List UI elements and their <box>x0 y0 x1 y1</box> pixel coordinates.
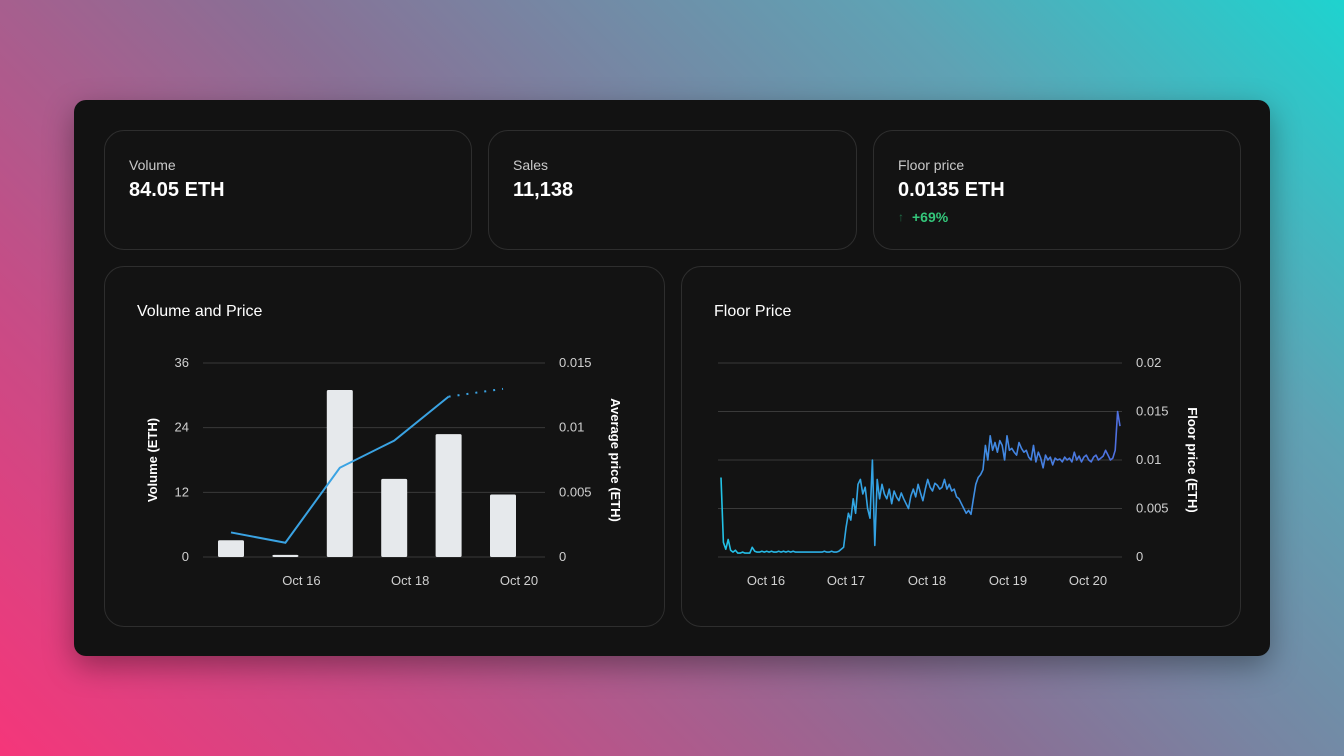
arrow-up-icon: ↑ <box>898 210 904 224</box>
x-tick-label: Oct 20 <box>1069 573 1107 588</box>
volume-bar <box>490 494 516 557</box>
y-tick-label: 0.02 <box>1136 355 1161 370</box>
dashboard-panel: Volume 84.05 ETH Sales 11,138 Floor pric… <box>74 100 1270 656</box>
y-tick-label: 36 <box>175 355 189 370</box>
floor-price-value: 0.0135 ETH <box>898 179 1005 201</box>
sales-label: Sales <box>513 157 549 173</box>
floor-price-chart-card: Floor Price 0 0.005 0.01 0.015 0.02 Oct 16 Oct… <box>681 266 1241 627</box>
y2-tick-label: 0.015 <box>559 355 592 370</box>
y2-tick-label: 0.005 <box>559 484 592 499</box>
y-tick-label: 24 <box>175 420 189 435</box>
sales-value: 11,138 <box>513 179 574 201</box>
y2-tick-label: 0.01 <box>559 420 584 435</box>
volume-bar <box>272 554 299 557</box>
x-tick-label: Oct 20 <box>500 573 538 588</box>
y-axis-label: Floor price (ETH) <box>1185 407 1200 512</box>
floor-price-label: Floor price <box>898 157 965 173</box>
average-price-line <box>230 395 450 544</box>
floor-price-stat-card: Floor price 0.0135 ETH ↑ +69% <box>873 130 1241 250</box>
volume-price-chart: 0 12 24 36 0 0.005 0.01 0.015 Oct 16 Oct 18 Oct 20… <box>145 355 623 588</box>
y-tick-label: 0 <box>1136 549 1143 564</box>
y-tick-label: 0 <box>182 549 189 564</box>
floor-price-chart: 0 0.005 0.01 0.015 0.02 Oct 16 Oct 17 Oct 18 Oct… <box>718 355 1200 588</box>
volume-bar <box>381 478 408 557</box>
volume-bar <box>435 434 462 557</box>
y2-tick-label: 0 <box>559 549 566 564</box>
x-tick-label: Oct 17 <box>827 573 865 588</box>
floor-price-line <box>720 410 1121 554</box>
x-tick-label: Oct 18 <box>391 573 429 588</box>
y-tick-label: 0.015 <box>1136 404 1169 419</box>
y-tick-label: 0.01 <box>1136 452 1161 467</box>
x-tick-label: Oct 16 <box>747 573 785 588</box>
floor-price-chart-title: Floor Price <box>714 303 792 320</box>
volume-label: Volume <box>129 157 176 173</box>
floor-price-change: ↑ +69% <box>898 209 948 225</box>
volume-price-chart-card: Volume and Price 0 12 24 36 0 0.005 0.01 0.015 O… <box>104 266 665 627</box>
x-tick-label: Oct 18 <box>908 573 946 588</box>
y-tick-label: 12 <box>175 484 189 499</box>
volume-bar <box>326 389 353 557</box>
x-tick-label: Oct 16 <box>282 573 320 588</box>
volume-price-chart-title: Volume and Price <box>137 303 263 320</box>
y-tick-label: 0.005 <box>1136 501 1169 516</box>
x-tick-label: Oct 19 <box>989 573 1027 588</box>
floor-price-change-value: +69% <box>912 209 949 225</box>
volume-value: 84.05 ETH <box>129 179 225 201</box>
volume-bar <box>218 540 244 557</box>
sales-stat-card: Sales 11,138 <box>488 130 857 250</box>
y-axis-label: Volume (ETH) <box>145 418 160 502</box>
volume-stat-card: Volume 84.05 ETH <box>104 130 472 250</box>
y2-axis-label: Average price (ETH) <box>608 398 623 522</box>
average-price-projection-line <box>448 387 504 398</box>
